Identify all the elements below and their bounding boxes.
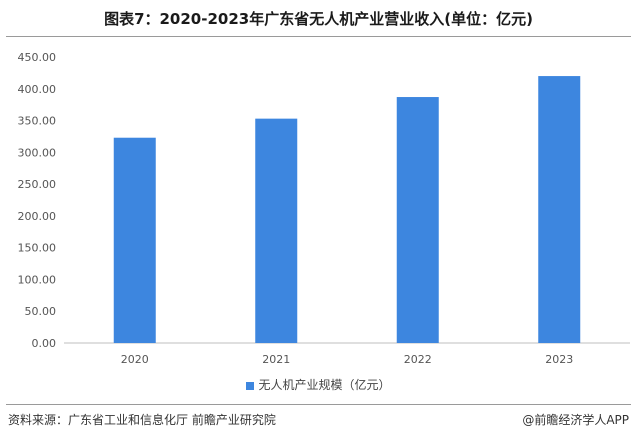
bar-2023 (538, 76, 581, 344)
x-tick-label: 2023 (545, 353, 573, 366)
footer-divider (6, 404, 631, 405)
title-divider (6, 36, 631, 37)
y-tick-label: 150.00 (18, 242, 57, 255)
y-tick-label: 450.00 (18, 51, 57, 64)
bar-2020 (113, 137, 156, 343)
y-tick-label: 0.00 (32, 337, 57, 350)
x-tick-label: 2022 (404, 353, 432, 366)
legend: 无人机产业规模（亿元） (0, 376, 637, 393)
bar-2021 (255, 118, 298, 343)
y-tick-label: 300.00 (18, 146, 57, 159)
legend-label: 无人机产业规模（亿元） (258, 378, 391, 392)
x-tick-label: 2021 (262, 353, 290, 366)
y-tick-label: 350.00 (18, 115, 57, 128)
x-tick-label: 2020 (121, 353, 149, 366)
chart-title: 图表7：2020-2023年广东省无人机产业营业收入(单位：亿元) (104, 10, 533, 28)
bar-2022 (396, 97, 439, 343)
credit-note: @前瞻经济学人APP (522, 413, 629, 427)
y-tick-label: 200.00 (18, 210, 57, 223)
y-tick-label: 100.00 (18, 273, 57, 286)
y-tick-label: 400.00 (18, 83, 57, 96)
legend-swatch (246, 381, 255, 390)
source-note: 资料来源：广东省工业和信息化厅 前瞻产业研究院 (8, 413, 276, 427)
y-tick-label: 250.00 (18, 178, 57, 191)
y-tick-label: 50.00 (25, 305, 57, 318)
